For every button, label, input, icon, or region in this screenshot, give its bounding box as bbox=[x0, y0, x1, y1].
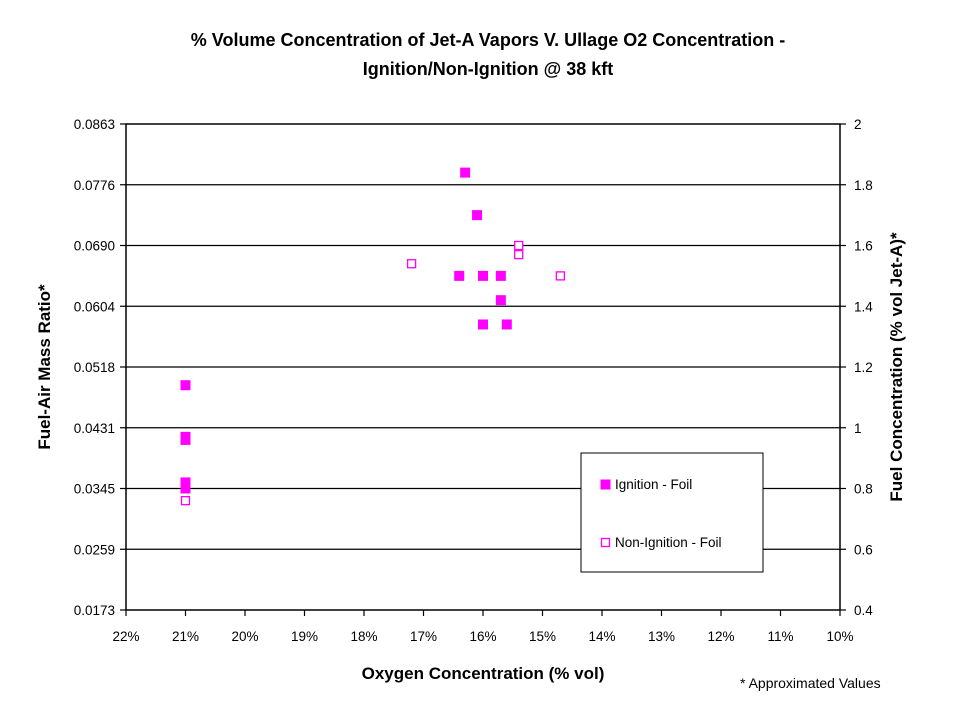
y-tick-label: 0.0173 bbox=[74, 603, 115, 618]
data-point-non-ignition bbox=[514, 249, 524, 260]
data-point-ignition bbox=[495, 295, 506, 306]
y2-tick-label: 1 bbox=[854, 421, 862, 436]
y-tick-label: 0.0259 bbox=[74, 542, 115, 557]
data-point-ignition bbox=[180, 483, 191, 494]
x-tick-label: 16% bbox=[469, 629, 496, 644]
legend-label-ignition: Ignition - Foil bbox=[615, 477, 692, 492]
y2-tick-label: 1.8 bbox=[854, 178, 873, 193]
y2-tick-label: 2 bbox=[854, 117, 862, 132]
data-points bbox=[180, 167, 565, 506]
x-tick-label: 20% bbox=[231, 629, 258, 644]
y2-tick-label: 1.4 bbox=[854, 299, 873, 314]
chart-title-line-2: Ignition/Non-Ignition @ 38 kft bbox=[363, 59, 614, 79]
data-point-non-ignition bbox=[555, 271, 565, 281]
x-tick-label: 13% bbox=[648, 629, 675, 644]
chart-title: % Volume Concentration of Jet-A Vapors V… bbox=[191, 30, 785, 79]
x-axis-title: Oxygen Concentration (% vol) bbox=[362, 664, 605, 683]
data-point-non-ignition bbox=[180, 495, 191, 506]
x-tick-label: 17% bbox=[410, 629, 437, 644]
y-tick-label: 0.0604 bbox=[74, 299, 116, 314]
y2-tick-label: 0.6 bbox=[854, 542, 873, 557]
data-point-ignition bbox=[478, 319, 488, 330]
legend-marker-non-ignition bbox=[600, 537, 611, 548]
x-tick-label: 19% bbox=[291, 629, 318, 644]
y-tick-label: 0.0690 bbox=[74, 239, 115, 254]
y-tick-label: 0.0345 bbox=[74, 482, 115, 497]
y-axis-right-ticks: 0.4 0.6 0.8 1 1.2 1.4 1.6 1.8 2 bbox=[840, 117, 873, 618]
y-tick-label: 0.0776 bbox=[74, 178, 115, 193]
x-tick-label: 11% bbox=[767, 629, 793, 644]
legend-box bbox=[580, 452, 764, 573]
data-point-ignition bbox=[180, 434, 191, 445]
y2-tick-label: 0.4 bbox=[854, 603, 873, 618]
y-tick-label: 0.0518 bbox=[74, 360, 115, 375]
legend-label-non-ignition: Non-Ignition - Foil bbox=[615, 535, 722, 550]
y-axis-left-title: Fuel-Air Mass Ratio* bbox=[35, 284, 54, 450]
y2-tick-label: 0.8 bbox=[854, 482, 873, 497]
x-tick-label: 12% bbox=[707, 629, 734, 644]
x-axis-ticks: 22% 21% 20% 19% 18% 17% 16% 15% 14% 13% 12% 11% 10% bbox=[112, 610, 854, 644]
gridlines bbox=[126, 184, 840, 550]
y2-tick-label: 1.6 bbox=[854, 239, 873, 254]
x-tick-label: 15% bbox=[529, 629, 556, 644]
legend-marker-ignition bbox=[600, 479, 611, 490]
x-tick-label: 18% bbox=[350, 629, 377, 644]
data-point-ignition bbox=[478, 270, 488, 281]
data-point-non-ignition bbox=[406, 259, 417, 269]
chart-title-line-1: % Volume Concentration of Jet-A Vapors V… bbox=[191, 30, 785, 50]
data-point-ignition bbox=[501, 319, 512, 330]
data-point-ignition bbox=[495, 270, 506, 281]
x-tick-label: 14% bbox=[588, 629, 615, 644]
y-axis-right-title: Fuel Concentration (% vol Jet-A)* bbox=[887, 232, 906, 502]
y2-tick-label: 1.2 bbox=[854, 360, 873, 375]
x-tick-label: 22% bbox=[112, 629, 139, 644]
y-tick-label: 0.0431 bbox=[74, 421, 115, 436]
x-tick-label: 21% bbox=[172, 629, 199, 644]
y-tick-label: 0.0863 bbox=[74, 117, 115, 132]
x-tick-label: 10% bbox=[826, 629, 853, 644]
y-axis-left-ticks: 0.0173 0.0259 0.0345 0.0431 0.0518 0.0604 0.06… bbox=[74, 117, 126, 618]
footnote: * Approximated Values bbox=[740, 675, 881, 691]
data-point-ignition bbox=[180, 380, 191, 391]
data-point-ignition bbox=[454, 270, 465, 281]
data-point-non-ignition bbox=[514, 240, 524, 251]
data-point-ignition bbox=[472, 210, 483, 221]
data-point-ignition bbox=[460, 167, 471, 178]
legend: Ignition - Foil Non-Ignition - Foil bbox=[580, 452, 764, 573]
